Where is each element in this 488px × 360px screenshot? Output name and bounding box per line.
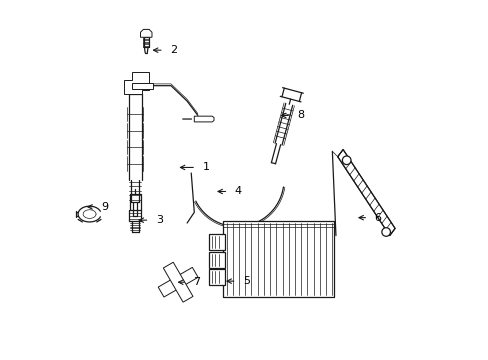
Bar bbox=[223, 221, 333, 297]
Text: 1: 1 bbox=[202, 162, 209, 172]
Text: 4: 4 bbox=[234, 186, 242, 197]
Polygon shape bbox=[158, 267, 198, 297]
Polygon shape bbox=[194, 116, 214, 122]
Circle shape bbox=[342, 156, 350, 165]
Text: 5: 5 bbox=[243, 276, 249, 286]
Polygon shape bbox=[223, 221, 333, 297]
Polygon shape bbox=[140, 30, 152, 37]
Text: 3: 3 bbox=[156, 215, 163, 225]
Polygon shape bbox=[124, 72, 149, 94]
Polygon shape bbox=[337, 149, 394, 235]
Text: 6: 6 bbox=[374, 213, 381, 222]
Bar bbox=[208, 252, 224, 268]
Polygon shape bbox=[163, 262, 193, 302]
Text: 2: 2 bbox=[170, 45, 177, 55]
Text: 8: 8 bbox=[297, 111, 304, 121]
Bar bbox=[208, 270, 224, 285]
Text: 7: 7 bbox=[193, 277, 200, 287]
Circle shape bbox=[381, 228, 389, 236]
Bar bbox=[208, 234, 224, 250]
Polygon shape bbox=[131, 83, 153, 89]
Text: 9: 9 bbox=[101, 202, 108, 212]
